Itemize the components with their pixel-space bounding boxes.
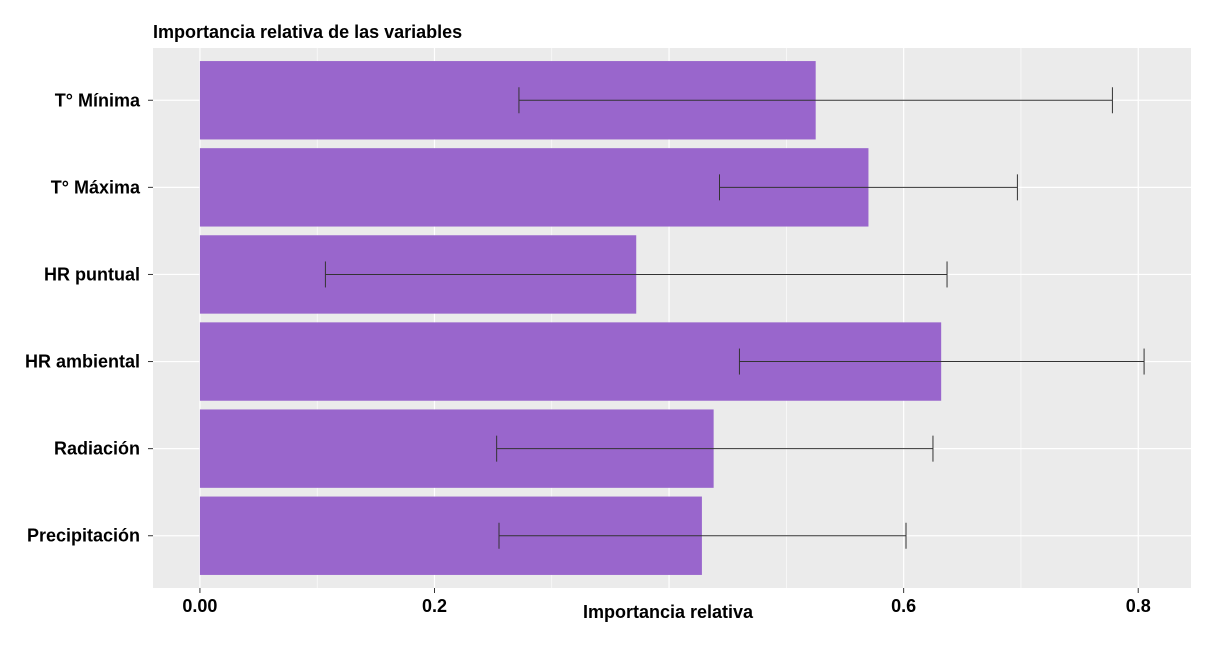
- y-tick-label: HR puntual: [44, 264, 140, 284]
- x-tick-label: 0.6: [891, 596, 916, 616]
- x-axis-label: Importancia relativa: [583, 602, 754, 622]
- x-tick-label: 0.8: [1126, 596, 1151, 616]
- y-axis-ticks: T° Mínima T° Máxima HR puntual HR ambiental…: [25, 90, 153, 546]
- y-tick-label: Precipitación: [27, 526, 140, 546]
- chart-title: Importancia relativa de las variables: [153, 22, 462, 42]
- y-tick-label: T° Máxima: [51, 177, 141, 197]
- x-tick-label: 0.2: [422, 596, 447, 616]
- y-tick-label: T° Mínima: [55, 90, 141, 110]
- y-tick-label: Radiación: [54, 439, 140, 459]
- bars: [199, 61, 942, 575]
- y-tick-label: HR ambiental: [25, 352, 140, 372]
- error-bars: [324, 87, 1145, 549]
- x-tick-label: 0.00: [182, 596, 217, 616]
- x-axis-ticks: 0.00 0.2 0.6 0.8: [182, 588, 1151, 616]
